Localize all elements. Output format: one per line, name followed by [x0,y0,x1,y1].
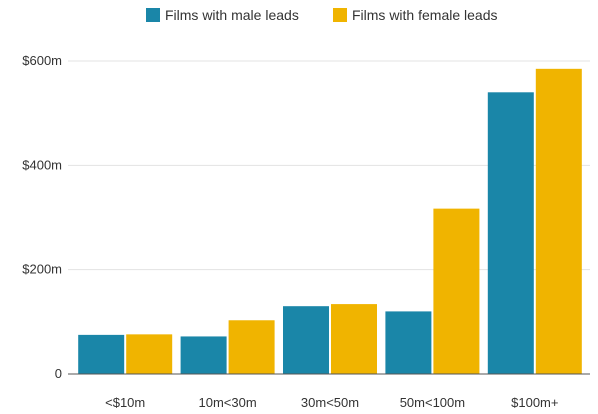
y-axis-ticks: 0 $200m $400m $600m [22,53,62,381]
bar-male-0 [78,334,125,374]
bar-female-0 [126,334,173,374]
y-tick-label-3: $600m [22,53,62,68]
bar-male-2 [283,306,329,374]
bar-male-1 [180,336,227,374]
legend-label-male: Films with male leads [165,7,299,23]
bar-female-4 [535,68,582,374]
bars [78,68,582,375]
legend-item-female: Films with female leads [333,7,498,23]
bar-male-3 [385,311,432,374]
x-tick-label-0: <$10m [105,395,145,410]
legend: Films with male leads Films with female … [146,7,498,23]
x-axis-ticks: <$10m 10m<30m 30m<50m 50m<100m $100m+ [105,395,558,410]
bar-male-4 [487,92,534,375]
bar-female-2 [331,304,377,374]
y-tick-label-2: $400m [22,157,62,172]
legend-label-female: Films with female leads [352,7,498,23]
bar-female-1 [228,320,275,374]
x-tick-label-3: 50m<100m [400,395,465,410]
x-tick-label-4: $100m+ [511,395,558,410]
y-tick-label-0: 0 [55,366,62,381]
legend-swatch-male [146,8,160,22]
x-tick-label-1: 10m<30m [199,395,257,410]
legend-swatch-female [333,8,347,22]
x-tick-label-2: 30m<50m [301,395,359,410]
legend-item-male: Films with male leads [146,7,299,23]
y-tick-label-1: $200m [22,262,62,277]
bar-female-3 [433,208,480,374]
